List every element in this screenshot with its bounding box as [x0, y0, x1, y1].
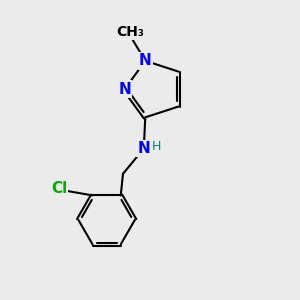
- Text: CH₃: CH₃: [116, 25, 144, 39]
- Text: Cl: Cl: [51, 181, 67, 196]
- Text: N: N: [118, 82, 131, 97]
- Text: N: N: [139, 53, 152, 68]
- Text: N: N: [137, 141, 150, 156]
- Text: H: H: [152, 140, 161, 153]
